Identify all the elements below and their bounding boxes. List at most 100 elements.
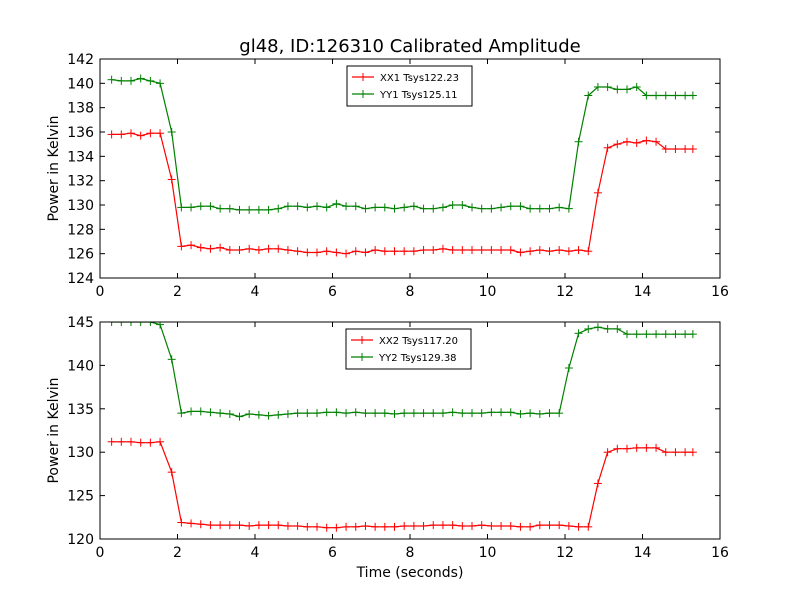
data-point bbox=[661, 91, 670, 100]
y-tick-label: 132 bbox=[67, 174, 94, 190]
data-point bbox=[216, 204, 225, 213]
data-point bbox=[632, 82, 641, 91]
data-point bbox=[419, 521, 428, 530]
data-point bbox=[564, 521, 573, 530]
data-point bbox=[196, 202, 205, 211]
data-point bbox=[216, 243, 225, 252]
data-point bbox=[371, 246, 380, 255]
data-point bbox=[593, 323, 602, 332]
data-point bbox=[593, 82, 602, 91]
data-point bbox=[107, 322, 116, 326]
x-tick-label: 4 bbox=[251, 545, 260, 561]
data-point bbox=[681, 330, 690, 339]
data-point bbox=[380, 409, 389, 418]
data-point bbox=[351, 522, 360, 531]
data-point bbox=[351, 247, 360, 256]
x-tick-label: 14 bbox=[634, 284, 652, 300]
data-point bbox=[419, 246, 428, 255]
data-point bbox=[361, 521, 370, 530]
data-point bbox=[254, 410, 263, 419]
x-tick-label: 12 bbox=[556, 284, 574, 300]
data-point bbox=[254, 521, 263, 530]
data-point bbox=[206, 202, 215, 211]
data-point bbox=[400, 203, 409, 212]
data-point bbox=[322, 203, 331, 212]
data-point bbox=[390, 247, 399, 256]
data-point bbox=[117, 322, 126, 326]
data-point bbox=[322, 408, 331, 417]
data-point bbox=[409, 521, 418, 530]
data-point bbox=[127, 437, 135, 446]
data-point bbox=[564, 247, 573, 256]
data-point bbox=[429, 409, 438, 418]
data-point bbox=[438, 521, 447, 530]
data-point bbox=[136, 74, 145, 83]
data-point bbox=[429, 204, 438, 213]
data-point bbox=[545, 247, 554, 256]
data-point bbox=[574, 329, 583, 338]
data-point bbox=[516, 410, 525, 419]
data-point bbox=[584, 91, 593, 100]
data-point bbox=[458, 409, 467, 418]
data-point bbox=[497, 408, 506, 417]
data-point bbox=[400, 521, 409, 530]
data-point bbox=[603, 82, 612, 91]
data-point bbox=[167, 128, 176, 136]
data-point bbox=[216, 521, 225, 530]
data-point bbox=[371, 409, 380, 418]
data-point bbox=[574, 246, 583, 255]
data-point bbox=[177, 518, 186, 527]
data-point bbox=[167, 468, 176, 477]
legend: XX1 Tsys122.23 YY1 Tsys125.11 bbox=[346, 65, 473, 107]
data-point bbox=[156, 129, 165, 138]
data-point bbox=[235, 521, 244, 530]
data-point bbox=[632, 138, 641, 147]
data-point bbox=[535, 246, 544, 255]
data-point bbox=[107, 437, 116, 446]
data-point bbox=[642, 443, 651, 452]
data-point bbox=[506, 246, 515, 255]
data-point bbox=[661, 145, 670, 154]
data-point bbox=[477, 246, 486, 255]
data-point bbox=[380, 247, 389, 256]
data-point bbox=[506, 521, 515, 530]
x-tick-label: 12 bbox=[556, 545, 574, 561]
data-point bbox=[196, 407, 205, 416]
data-point bbox=[526, 204, 535, 213]
data-point bbox=[477, 409, 486, 418]
data-point bbox=[187, 407, 196, 416]
data-point bbox=[196, 520, 205, 529]
legend-box bbox=[346, 65, 473, 107]
data-point bbox=[107, 75, 116, 84]
data-point bbox=[235, 246, 244, 255]
data-point bbox=[107, 130, 116, 139]
data-point bbox=[681, 145, 690, 154]
data-point bbox=[448, 246, 457, 255]
data-point bbox=[361, 248, 370, 257]
data-point bbox=[564, 364, 573, 373]
data-point bbox=[117, 130, 126, 139]
legend-label: XX1 Tsys122.23 bbox=[380, 73, 459, 84]
data-point bbox=[313, 202, 321, 211]
data-point bbox=[458, 246, 467, 255]
data-point bbox=[584, 324, 593, 333]
data-point bbox=[497, 521, 506, 530]
data-point bbox=[254, 205, 263, 214]
data-point bbox=[458, 201, 467, 209]
bottom-plot: 0 2 4 6 8 10 12 14 16 120 125 130 135 140 145 Power in … bbox=[46, 315, 729, 581]
data-point bbox=[313, 409, 321, 418]
data-point bbox=[235, 205, 244, 214]
data-point bbox=[526, 409, 535, 418]
data-point bbox=[117, 437, 126, 446]
data-point bbox=[225, 521, 234, 530]
data-point bbox=[167, 175, 176, 184]
data-point bbox=[187, 519, 196, 528]
data-point bbox=[293, 247, 302, 256]
data-point bbox=[419, 204, 428, 213]
x-tick-label: 16 bbox=[711, 545, 729, 561]
y-tick-label: 140 bbox=[67, 76, 94, 92]
data-point bbox=[555, 521, 564, 530]
data-point bbox=[688, 330, 697, 339]
data-point bbox=[274, 521, 283, 530]
